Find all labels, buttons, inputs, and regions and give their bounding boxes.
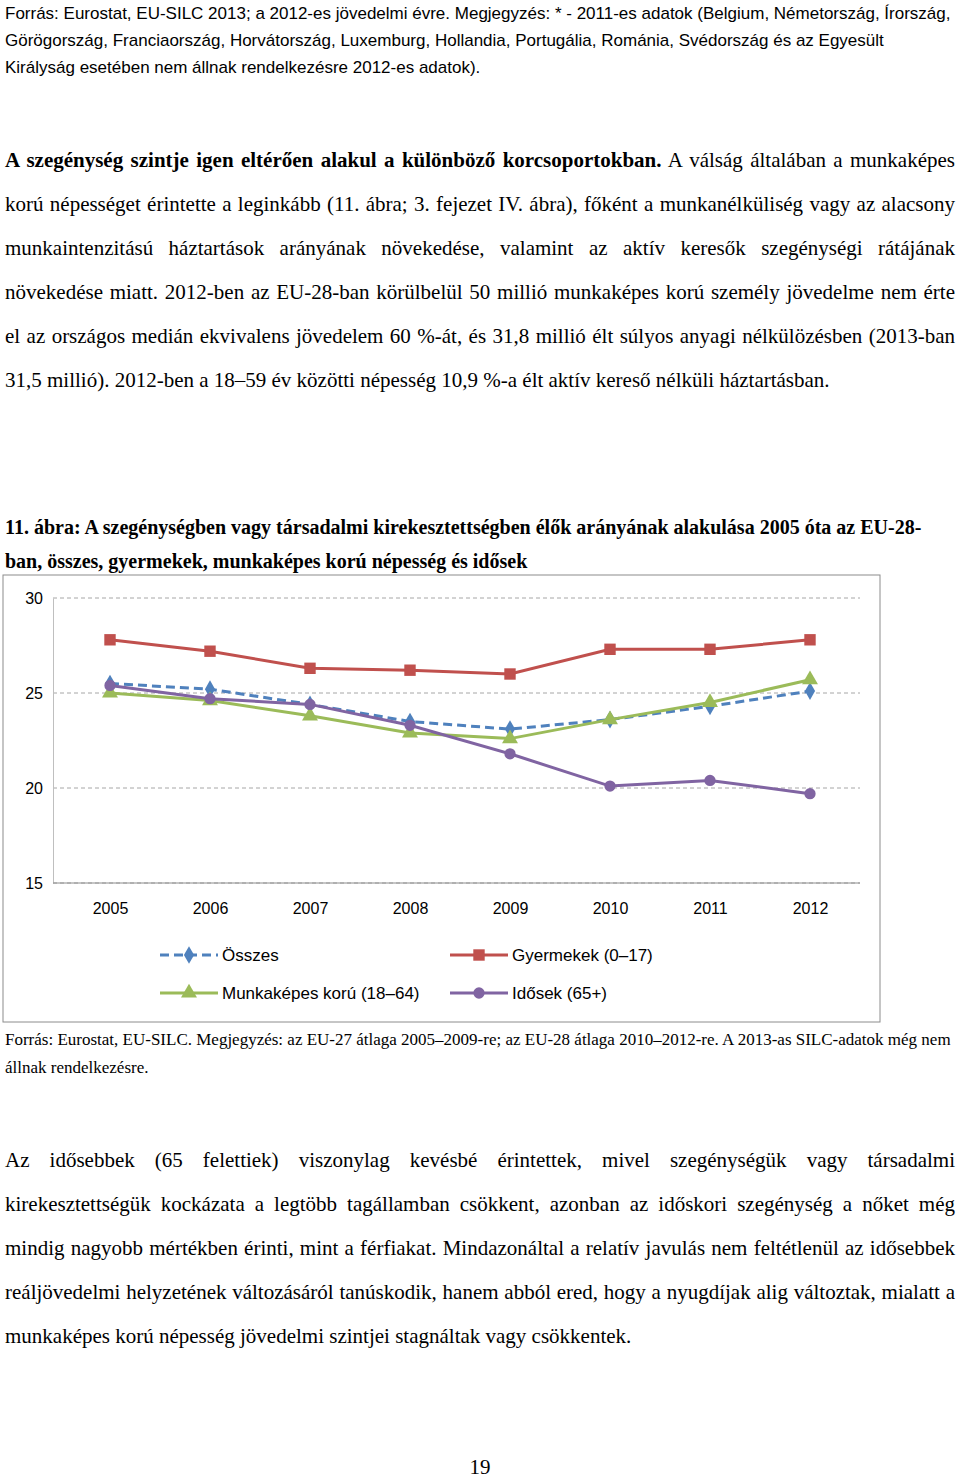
series-line [110, 680, 810, 739]
y-tick: 15 [25, 875, 53, 892]
marker [604, 780, 615, 791]
legend-label: Gyermekek (0–17) [512, 946, 653, 965]
legend-item: Idősek (65+) [450, 984, 607, 1003]
y-tick: 20 [25, 780, 53, 797]
marker [702, 693, 718, 707]
marker [704, 644, 715, 655]
legend-label: Munkaképes korú (18–64) [222, 984, 420, 1003]
legend-label: Összes [222, 946, 279, 965]
y-axis: 15 20 25 30 [25, 590, 53, 892]
x-tick: 2012 [793, 883, 829, 917]
x-tick: 2011 [693, 883, 728, 917]
grid-line [53, 883, 860, 884]
marker [804, 788, 815, 799]
marker [502, 729, 518, 743]
grid-line [53, 788, 860, 789]
legend-marker [473, 949, 484, 960]
x-tick: 2010 [593, 883, 629, 917]
series [104, 680, 815, 800]
series-line [110, 685, 810, 793]
legend-label: Idősek (65+) [512, 984, 607, 1003]
legend-marker [181, 984, 197, 998]
y-tick-label: 15 [25, 875, 43, 892]
chart-title: 11. ábra: A szegénységben vagy társadalm… [5, 510, 955, 578]
x-tick-label: 2010 [593, 900, 629, 917]
series-line [110, 684, 810, 730]
marker [204, 645, 215, 656]
marker [404, 664, 415, 675]
marker [404, 720, 415, 731]
plot-marks [102, 634, 818, 799]
marker [604, 644, 615, 655]
legend-item: Munkaképes korú (18–64) [160, 984, 420, 1003]
marker [805, 682, 815, 700]
marker [602, 710, 618, 724]
x-tick: 2007 [293, 883, 329, 917]
marker [104, 634, 115, 645]
marker [504, 748, 515, 759]
page-number: 19 [0, 1455, 960, 1479]
grid [53, 598, 860, 883]
chart-frame [3, 575, 880, 1022]
space [662, 148, 668, 172]
grid-line [53, 598, 860, 599]
y-tick-label: 20 [25, 780, 43, 797]
legend-marker [473, 987, 484, 998]
x-tick: 2009 [493, 883, 529, 917]
x-tick-label: 2007 [293, 900, 329, 917]
marker [802, 670, 818, 684]
y-tick-label: 30 [25, 590, 43, 607]
paragraph-lead: A szegénység szintje igen eltérően alaku… [5, 148, 662, 172]
figure-note: Forrás: Eurostat, EU-SILC. Megjegyzés: a… [5, 1026, 955, 1082]
y-tick: 30 [25, 590, 53, 607]
marker [204, 693, 215, 704]
marker [105, 675, 115, 693]
x-tick-label: 2011 [693, 900, 728, 917]
paragraph-text: A válság általában a munkaképes korú nép… [5, 148, 955, 392]
top-note: Forrás: Eurostat, EU-SILC 2013; a 2012-e… [5, 0, 955, 81]
x-tick-label: 2006 [193, 900, 229, 917]
x-axis-line [53, 883, 860, 884]
marker [804, 634, 815, 645]
marker [405, 713, 415, 731]
legend-item: Összes [160, 946, 279, 965]
marker [304, 663, 315, 674]
marker [504, 668, 515, 679]
legend-marker [184, 946, 194, 964]
legend: Összes Gyermekek (0–17) Munkaképes korú (1… [160, 946, 653, 1003]
marker [104, 680, 115, 691]
marker [704, 775, 715, 786]
series-line [110, 640, 810, 674]
marker [304, 699, 315, 710]
y-axis-line [53, 599, 54, 884]
paragraph: A szegénység szintje igen eltérően alaku… [5, 138, 955, 402]
paragraph: Az idősebbek (65 felettiek) viszonylag k… [5, 1138, 955, 1358]
y-tick-label: 25 [25, 685, 43, 702]
series [104, 634, 815, 680]
x-tick: 2008 [393, 883, 429, 917]
x-tick-label: 2012 [793, 900, 829, 917]
page: Forrás: Eurostat, EU-SILC 2013; a 2012-e… [0, 0, 960, 1480]
y-tick: 25 [25, 685, 53, 702]
legend-item: Gyermekek (0–17) [450, 946, 653, 965]
chart: 15 20 25 30 2005 2006 2007 2008 2009 2010 2011 2012… [0, 560, 960, 1030]
marker [202, 691, 218, 705]
x-tick-label: 2009 [493, 900, 529, 917]
x-tick: 2006 [193, 883, 229, 917]
series [105, 675, 815, 738]
x-tick-label: 2008 [393, 900, 429, 917]
series [102, 670, 818, 743]
x-tick: 2005 [93, 883, 129, 917]
x-axis: 2005 2006 2007 2008 2009 2010 2011 2012 [53, 883, 860, 917]
x-tick-label: 2005 [93, 900, 129, 917]
